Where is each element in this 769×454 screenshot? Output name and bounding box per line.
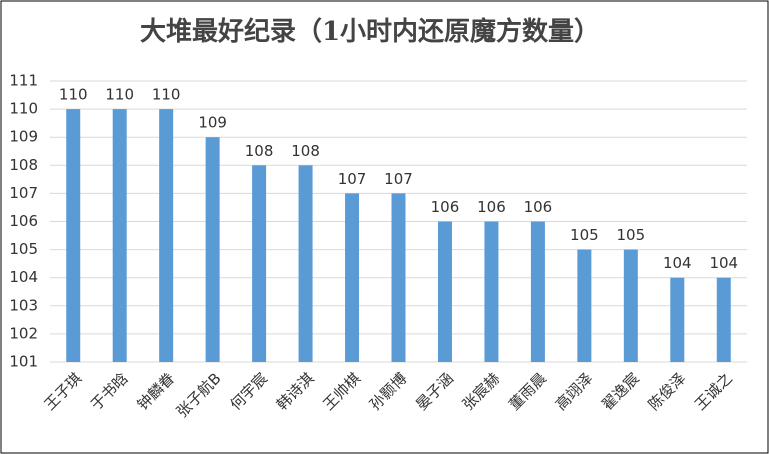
bar (623, 249, 638, 362)
y-tick-label: 105 (9, 240, 38, 258)
y-tick-label: 106 (9, 212, 38, 230)
data-label: 110 (59, 86, 88, 104)
bar (670, 277, 685, 362)
bar (716, 277, 731, 362)
bar (205, 137, 220, 362)
data-label: 106 (431, 198, 460, 216)
data-label: 108 (245, 142, 274, 160)
bar (159, 109, 174, 362)
y-tick-label: 109 (9, 128, 38, 146)
data-label: 109 (198, 114, 227, 132)
data-label: 110 (105, 86, 134, 104)
data-label: 104 (663, 254, 692, 272)
bar (345, 193, 360, 362)
y-tick-label: 104 (9, 268, 38, 286)
data-label: 106 (477, 198, 506, 216)
data-label: 108 (291, 142, 320, 160)
y-tick-label: 111 (9, 72, 38, 90)
data-label: 106 (524, 198, 553, 216)
bar (66, 109, 81, 362)
bar (391, 193, 406, 362)
y-tick-label: 101 (9, 353, 38, 371)
bar (437, 221, 452, 362)
y-tick-label: 110 (9, 100, 38, 118)
data-label: 105 (617, 226, 646, 244)
y-tick-label: 102 (9, 324, 38, 342)
bar (484, 221, 499, 362)
bar (530, 221, 545, 362)
data-label: 104 (709, 254, 738, 272)
y-tick-label: 107 (9, 184, 38, 202)
bar (298, 165, 313, 362)
y-tick-label: 103 (9, 296, 38, 314)
data-label: 107 (338, 170, 367, 188)
bar (252, 165, 267, 362)
data-label: 105 (570, 226, 599, 244)
y-tick-label: 108 (9, 156, 38, 174)
bar (577, 249, 592, 362)
data-label: 110 (152, 86, 181, 104)
chart-title: 大堆最好纪录（1小时内还原魔方数量） (140, 16, 600, 47)
bar (112, 109, 127, 362)
data-label: 107 (384, 170, 413, 188)
